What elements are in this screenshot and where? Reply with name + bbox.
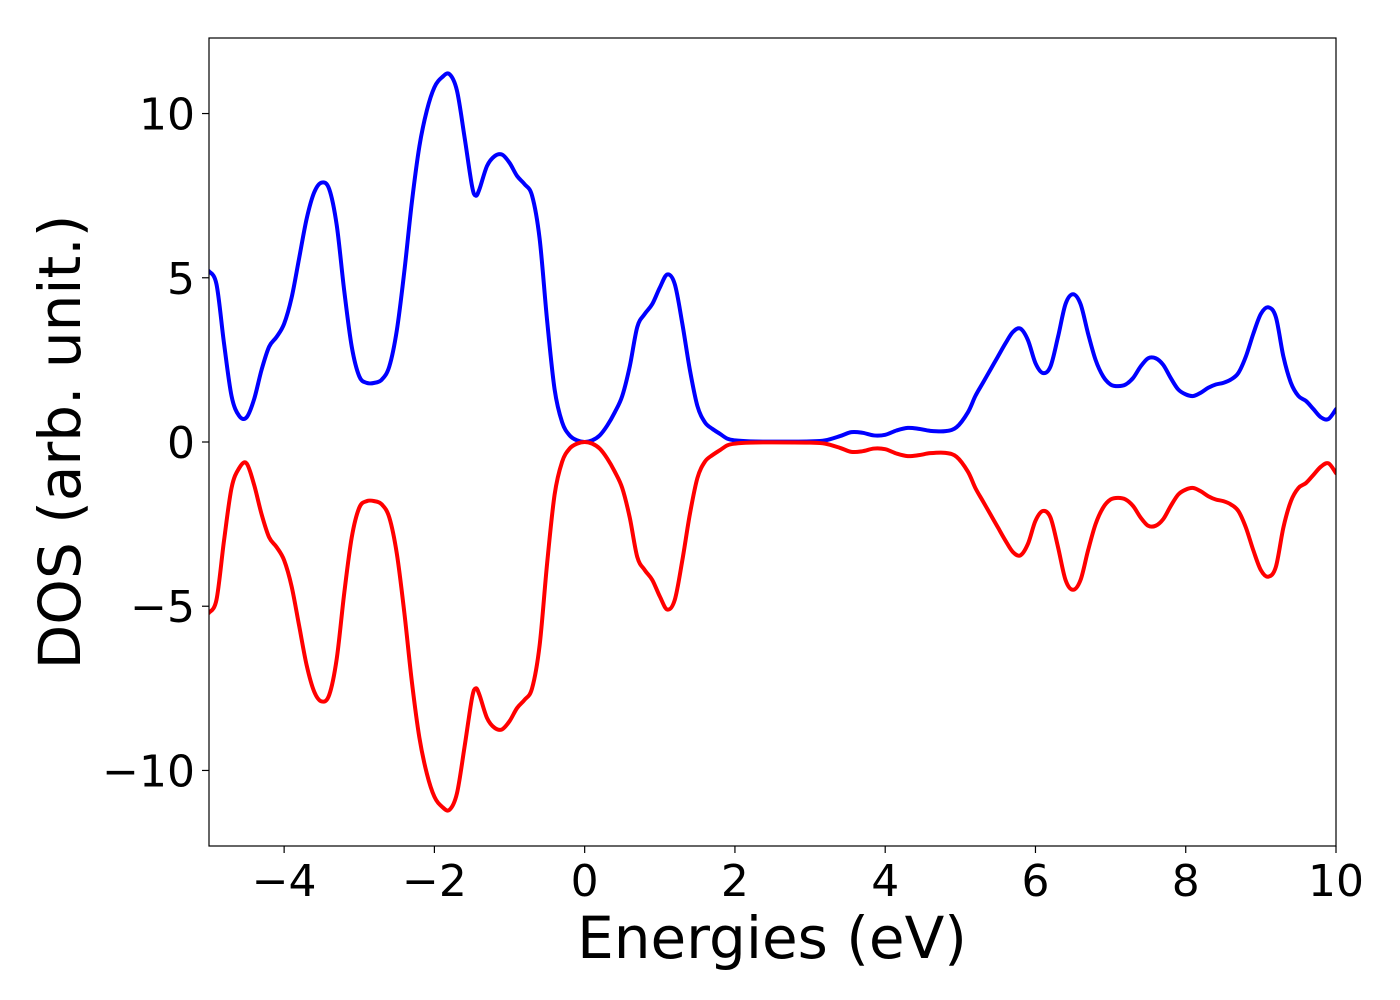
- x-tick-label: −4: [252, 856, 317, 907]
- y-axis: −10 −5 0 5 10: [102, 90, 209, 797]
- y-tick-label: 0: [167, 418, 195, 469]
- x-tick-label: 4: [871, 856, 899, 907]
- y-tick-label: 5: [167, 254, 195, 305]
- x-tick-label: 8: [1172, 856, 1200, 907]
- y-axis-title: DOS (arb. unit.): [26, 215, 94, 670]
- series-line-1: [209, 440, 1336, 813]
- series-layer: [209, 71, 1336, 813]
- x-tick-label: 10: [1308, 856, 1364, 907]
- y-tick-label: −5: [130, 582, 195, 633]
- x-axis-title: Energies (eV): [577, 904, 967, 972]
- x-tick-label: 0: [571, 856, 599, 907]
- y-tick-label: −10: [102, 746, 195, 797]
- series-line-0: [209, 71, 1336, 444]
- x-tick-label: −2: [402, 856, 467, 907]
- x-tick-label: 2: [721, 856, 749, 907]
- x-tick-label: 6: [1021, 856, 1049, 907]
- x-axis: −4 −2 0 2 4 6 8 10: [252, 846, 1364, 907]
- y-tick-label: 10: [139, 90, 195, 141]
